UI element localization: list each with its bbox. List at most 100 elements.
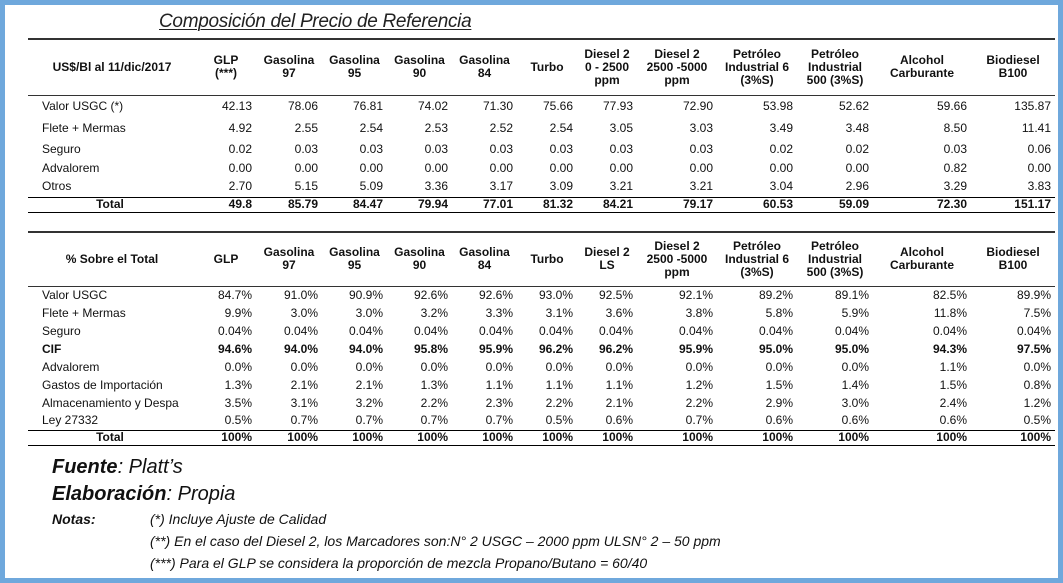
table-cell: 76.81 <box>352 98 383 113</box>
table-cell: 92.5% <box>598 287 633 302</box>
table-cell: 0.0% <box>224 359 252 374</box>
table-cell: 2.2% <box>420 395 448 410</box>
table-cell: 0.04% <box>217 323 252 338</box>
elaboration-label: Elaboración <box>52 483 167 505</box>
total-cell: 49.8 <box>196 196 256 213</box>
table-cell: 3.49 <box>769 120 793 135</box>
table-cell: 97.5% <box>1016 341 1051 356</box>
table-cell: 2.4% <box>939 395 967 410</box>
table-cell: 3.03 <box>689 120 713 135</box>
column-header: Gasolina 84 <box>459 245 510 273</box>
table-cell: 0.6% <box>765 413 793 428</box>
table-cell: 94.0% <box>283 341 318 356</box>
table-cell: 0.04% <box>413 323 448 338</box>
table-cell: 2.55 <box>294 120 318 135</box>
table-cell: 8.50 <box>943 120 967 135</box>
table-cell: 71.30 <box>482 98 513 113</box>
row-label: Almacenamiento y Despa <box>42 395 179 410</box>
table-cell: 2.3% <box>485 395 513 410</box>
total-cell: 100% <box>322 429 387 446</box>
table-cell: 74.02 <box>417 98 448 113</box>
table-row: Gastos de Importación 1.3% 2.1% 2.1% 1.3% 1.1… <box>28 376 1055 394</box>
table-cell: 0.0% <box>420 359 448 374</box>
column-header: Petróleo Industrial 500 (3%S) <box>806 238 864 279</box>
table-cell: 135.87 <box>1014 98 1051 113</box>
table-cell: 0.0% <box>355 359 383 374</box>
table-cell: 3.2% <box>355 395 383 410</box>
table-cell: 42.13 <box>221 98 252 113</box>
table-cell: 2.54 <box>549 120 573 135</box>
table-cell: 90.9% <box>348 287 383 302</box>
table-row: Almacenamiento y Despa 3.5% 3.1% 3.2% 2.2% 2.… <box>28 394 1055 412</box>
column-header: Gasolina 84 <box>459 53 510 81</box>
elaboration-line: Elaboración: Propia <box>52 483 235 506</box>
table-cell: 0.03 <box>294 141 318 156</box>
row-label: Flete + Mermas <box>42 120 126 135</box>
table-cell: 3.17 <box>489 179 513 194</box>
table-cell: 0.0% <box>1023 359 1051 374</box>
table-cell: 3.83 <box>1027 179 1051 194</box>
column-header: Gasolina 90 <box>394 245 445 273</box>
table-cell: 95.8% <box>413 341 448 356</box>
note-1: (*) Incluye Ajuste de Calidad <box>150 511 327 527</box>
table-cell: 5.8% <box>765 305 793 320</box>
total-cell: 84.21 <box>577 196 637 213</box>
percent-table-header-label: % Sobre el Total <box>65 251 159 266</box>
column-header: Diesel 2 2500 -5000 ppm <box>646 46 708 87</box>
total-cell: 100% <box>637 429 717 446</box>
table-cell: 0.03 <box>359 141 383 156</box>
table-cell: 3.2% <box>420 305 448 320</box>
table-cell: 1.1% <box>545 377 573 392</box>
table-cell: 96.2% <box>598 341 633 356</box>
total-cell: 100% <box>717 429 797 446</box>
table-cell: 0.04% <box>758 323 793 338</box>
table-cell: 0.00 <box>549 160 573 175</box>
column-header: Turbo <box>530 251 564 266</box>
table-cell: 89.9% <box>1016 287 1051 302</box>
total-label: Total <box>28 196 196 213</box>
page-title: Composición del Precio de Referencia <box>159 11 472 32</box>
table-cell: 59.66 <box>936 98 967 113</box>
column-header: Alcohol Carburante <box>889 53 954 81</box>
table-cell: 0.00 <box>359 160 383 175</box>
table-cell: 0.0% <box>765 359 793 374</box>
table-cell: 94.3% <box>932 341 967 356</box>
row-label: Ley 27332 <box>42 413 99 428</box>
table-cell: 0.6% <box>605 413 633 428</box>
table-cell: 1.2% <box>685 377 713 392</box>
total-cell: 100% <box>873 429 971 446</box>
table-row: Valor USGC 84.7% 91.0% 90.9% 92.6% 92.6% 93.0%… <box>28 286 1055 304</box>
table-cell: 0.7% <box>685 413 713 428</box>
table-cell: 0.00 <box>294 160 318 175</box>
total-cell: 84.47 <box>322 196 387 213</box>
table-cell: 11.41 <box>1021 120 1051 135</box>
table-cell: 1.5% <box>765 377 793 392</box>
table-cell: 84.7% <box>217 287 252 302</box>
table-cell: 93.0% <box>538 287 573 302</box>
row-label: Valor USGC <box>42 287 108 302</box>
price-table: US$/Bl al 11/dic/2017 GLP (***) Gasolina … <box>28 38 1055 213</box>
total-cell: 85.79 <box>256 196 322 213</box>
table-cell: 95.0% <box>834 341 869 356</box>
notes-label: Notas: <box>52 511 96 527</box>
table-cell: 3.09 <box>549 179 573 194</box>
table-cell: 0.04% <box>834 323 869 338</box>
row-label: Valor USGC (*) <box>42 98 124 113</box>
column-header: Turbo <box>530 59 564 74</box>
total-cell: 60.53 <box>717 196 797 213</box>
table-cell: 2.1% <box>290 377 318 392</box>
table-cell: 1.1% <box>939 359 967 374</box>
table-cell: 7.5% <box>1023 305 1051 320</box>
table-cell: 0.03 <box>689 141 713 156</box>
table-cell: 0.6% <box>841 413 869 428</box>
table-cell: 0.00 <box>489 160 513 175</box>
table-cell: 3.8% <box>685 305 713 320</box>
table-row: Seguro 0.04% 0.04% 0.04% 0.04% 0.04% 0.04% 0.04… <box>28 322 1055 340</box>
table-cell: 0.0% <box>290 359 318 374</box>
table-cell: 92.6% <box>478 287 513 302</box>
column-header: Petróleo Industrial 6 (3%S) <box>724 238 789 279</box>
table-cell: 3.5% <box>224 395 252 410</box>
total-cell: 72.30 <box>873 196 971 213</box>
table-cell: 0.6% <box>939 413 967 428</box>
